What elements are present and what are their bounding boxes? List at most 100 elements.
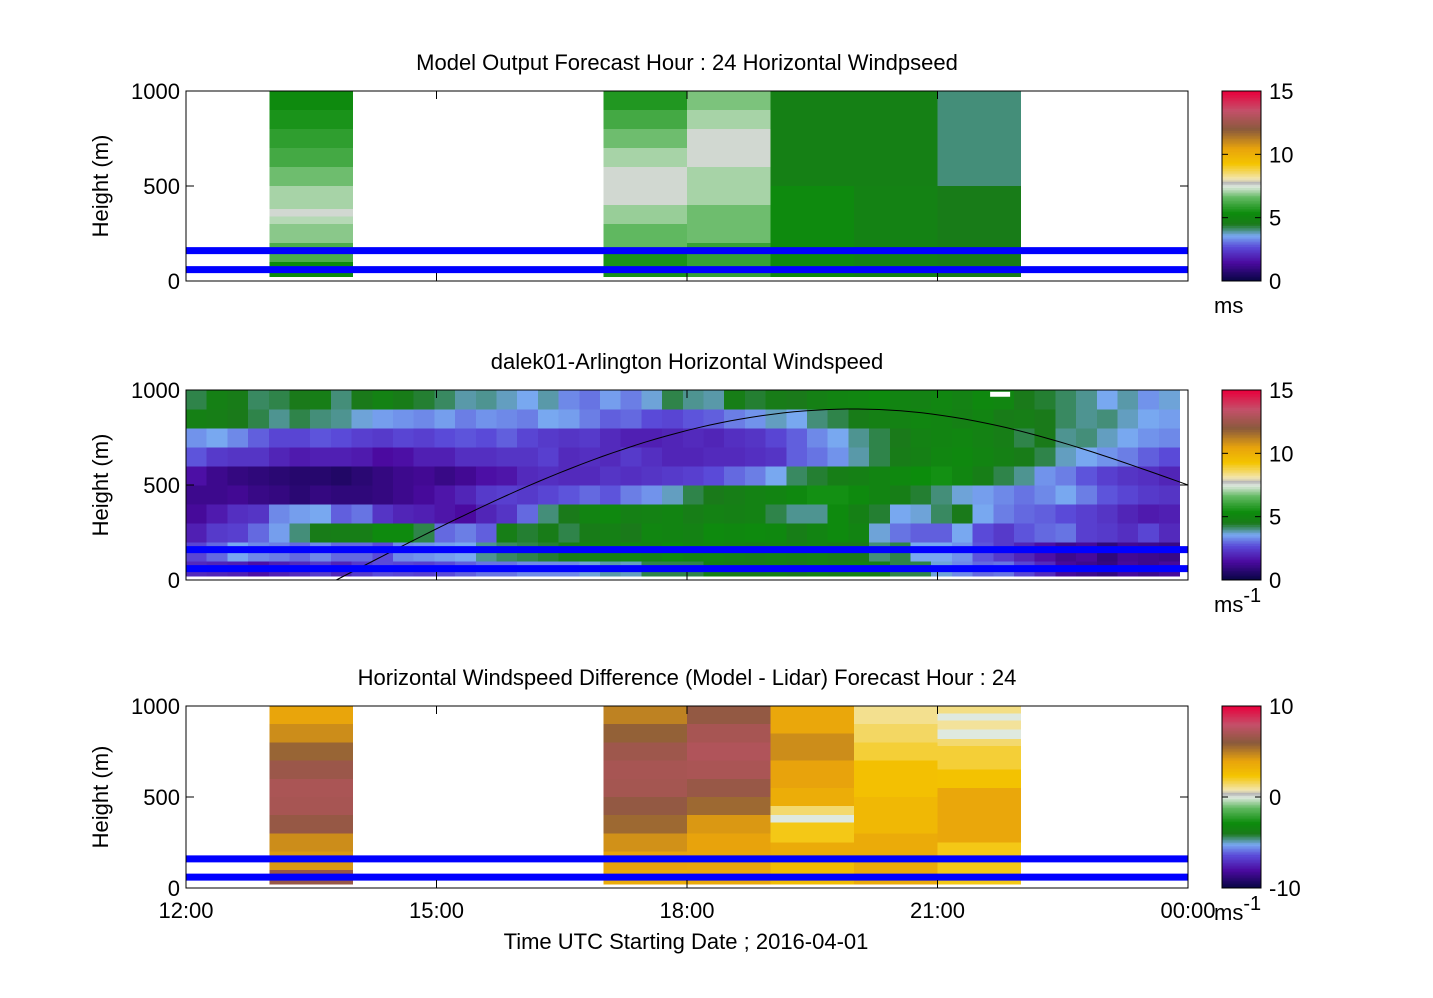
heatmap-cell xyxy=(937,769,1021,788)
colorbar-segment xyxy=(1222,837,1261,841)
heatmap-cell xyxy=(687,91,771,110)
heatmap-cell xyxy=(889,485,912,505)
colorbar-segment xyxy=(1222,423,1261,426)
heatmap-cell xyxy=(807,504,829,524)
heatmap-cell xyxy=(310,485,332,505)
heatmap-cell xyxy=(1014,390,1036,410)
heatmap-cell xyxy=(682,523,705,543)
colorbar-segment xyxy=(1222,748,1261,751)
heatmap-cell xyxy=(351,428,373,448)
heatmap-cell xyxy=(931,447,953,467)
colorbar-segment xyxy=(1222,154,1261,157)
colorbar-segment xyxy=(1222,277,1261,281)
heatmap-cell xyxy=(869,447,891,467)
colorbar-segment xyxy=(1222,466,1261,469)
colorbar-tick-label: 10 xyxy=(1269,694,1293,719)
colorbar-segment xyxy=(1222,413,1261,416)
colorbar-segment xyxy=(1222,516,1261,519)
x-tick-label: 18:00 xyxy=(659,898,714,923)
heatmap-cell xyxy=(1096,428,1119,448)
colorbar-segment xyxy=(1222,534,1261,537)
heatmap-cell xyxy=(641,447,663,467)
y-tick-label: 1000 xyxy=(131,694,180,719)
heatmap-cell xyxy=(620,409,642,429)
colorbar-segment xyxy=(1222,151,1261,154)
colorbar-segment xyxy=(1222,762,1261,765)
colorbar-segment xyxy=(1222,95,1261,98)
heatmap-cell xyxy=(703,523,725,543)
colorbar-segment xyxy=(1222,881,1261,885)
heatmap-cell xyxy=(620,523,642,543)
colorbar-segment xyxy=(1222,225,1261,228)
panel-3: 12:00 15:00 18:00 21:00 00:00 0 500 1000 Height … xyxy=(88,665,1301,925)
heatmap-cell xyxy=(455,466,477,486)
heatmap-cell xyxy=(827,485,849,505)
heatmap-cell xyxy=(703,428,725,448)
colorbar-segment xyxy=(1222,856,1261,859)
colorbar-segment xyxy=(1222,165,1261,168)
heatmap-cell xyxy=(1138,523,1160,543)
heatmap-cell xyxy=(434,504,456,524)
colorbar-segment xyxy=(1222,94,1261,97)
colorbar-segment xyxy=(1222,91,1261,94)
heatmap-cell xyxy=(558,523,580,543)
heatmap-cell xyxy=(603,91,687,110)
colorbar-segment xyxy=(1222,410,1261,413)
colorbar-segment xyxy=(1222,862,1261,865)
heatmap-cell xyxy=(1076,428,1098,448)
heatmap-cell xyxy=(269,186,353,209)
heatmap-cell xyxy=(1014,428,1036,448)
colorbar-segment xyxy=(1222,227,1261,230)
colorbar-segment xyxy=(1222,214,1261,217)
colorbar-segment xyxy=(1222,827,1261,830)
heatmap-cell xyxy=(807,428,829,448)
heatmap-cell xyxy=(848,390,870,410)
colorbar-segment xyxy=(1222,760,1261,763)
heatmap-cell xyxy=(770,186,854,278)
colorbar-segment xyxy=(1222,497,1261,500)
colorbar-segment xyxy=(1222,192,1261,195)
heatmap-cell xyxy=(937,738,1021,747)
heatmap-cell xyxy=(1014,504,1036,524)
colorbar-segment xyxy=(1222,733,1261,736)
colorbar-segment xyxy=(1222,724,1261,727)
colorbar-segment xyxy=(1222,556,1261,559)
colorbar-segment xyxy=(1222,772,1261,775)
heatmap-cell xyxy=(848,504,870,524)
colorbar-segment xyxy=(1222,564,1261,567)
colorbar-segment xyxy=(1222,866,1261,869)
heatmap-cell xyxy=(1055,447,1077,467)
heatmap-cell xyxy=(372,447,394,467)
colorbar-segment xyxy=(1222,822,1261,825)
heatmap-cell xyxy=(537,523,560,543)
heatmap-cell xyxy=(269,91,353,110)
colorbar-segment xyxy=(1222,231,1261,235)
heatmap-cell xyxy=(1076,523,1098,543)
colorbar-segment xyxy=(1222,442,1261,445)
heatmap-cell xyxy=(807,447,829,467)
heatmap-cell xyxy=(517,466,539,486)
colorbar-segment xyxy=(1222,121,1261,124)
heatmap-cell xyxy=(351,504,373,524)
heatmap-cell xyxy=(910,466,932,486)
heatmap-cell xyxy=(603,778,687,797)
heatmap-cell xyxy=(1076,390,1098,410)
colorbar-segment xyxy=(1222,553,1261,556)
heatmap-cell xyxy=(289,390,311,410)
heatmap-cell xyxy=(603,706,687,725)
colorbar-segment xyxy=(1222,567,1261,570)
heatmap-cell xyxy=(434,409,456,429)
heatmap-cell xyxy=(687,742,771,761)
heatmap-cell xyxy=(869,485,891,505)
colorbar-segment xyxy=(1222,847,1261,850)
heatmap-cell xyxy=(310,523,332,543)
heatmap-cell xyxy=(248,485,270,505)
heatmap-cell xyxy=(289,466,311,486)
colorbar-segment xyxy=(1222,749,1261,753)
heatmap-cell xyxy=(186,428,208,448)
heatmap-cell xyxy=(558,504,580,524)
heatmap-cell xyxy=(1014,409,1036,429)
colorbar-segment xyxy=(1222,190,1261,193)
heatmap-cell xyxy=(854,760,938,797)
